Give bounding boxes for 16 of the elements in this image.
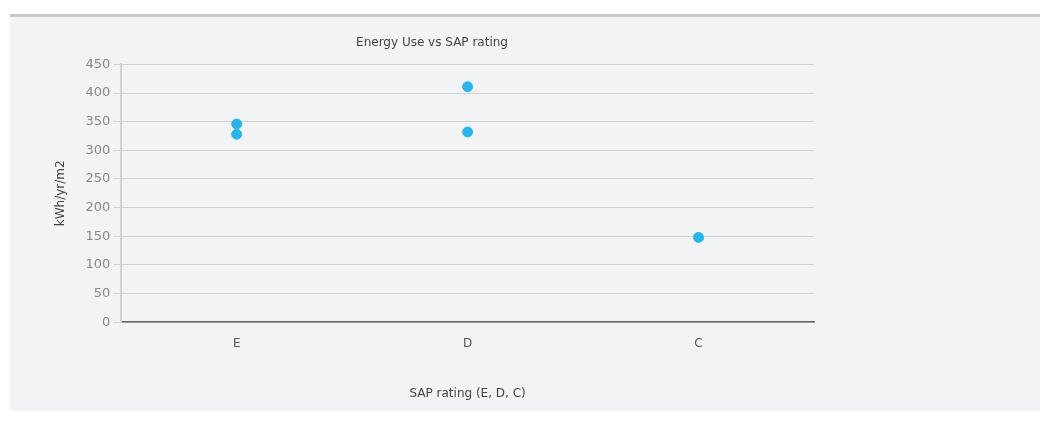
x-tick-label: C — [694, 335, 703, 350]
y-tick-label: 300 — [85, 141, 111, 157]
y-tick-label: 150 — [85, 227, 111, 243]
y-tick-label: 50 — [93, 284, 111, 300]
y-tick-label: 100 — [85, 256, 111, 272]
y-tick-label: 250 — [85, 170, 111, 186]
y-tick-label: 350 — [85, 113, 111, 129]
y-tick-label: 200 — [85, 199, 111, 214]
y-axis-title: kWh/yr/m2 — [53, 160, 68, 227]
y-tick-label: 400 — [85, 84, 111, 100]
y-tick-label: 450 — [85, 55, 111, 71]
x-axis-title: SAP rating (E, D, C) — [409, 385, 526, 400]
x-tick-label: D — [462, 335, 473, 350]
y-tick-label: 0 — [101, 313, 111, 329]
chart-title: Energy Use vs SAP rating — [356, 35, 508, 50]
x-tick-label: E — [232, 335, 241, 350]
